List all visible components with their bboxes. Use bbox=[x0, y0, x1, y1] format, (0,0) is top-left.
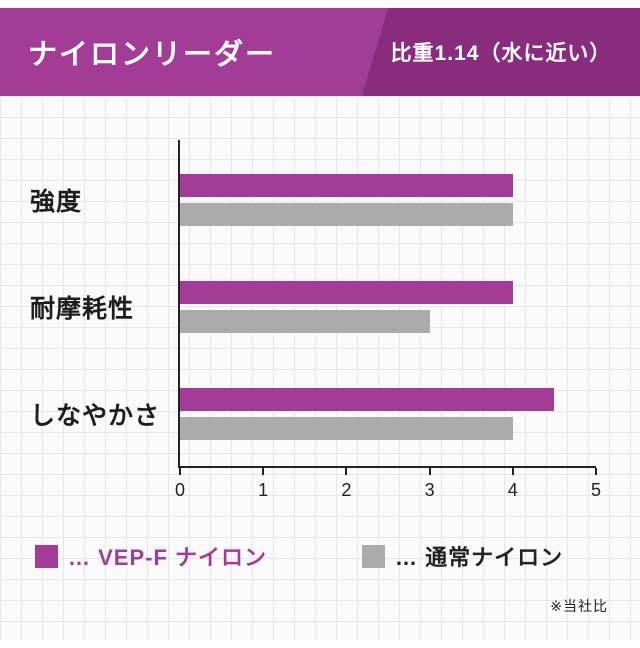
x-axis-tickmark bbox=[345, 468, 348, 475]
chart-row: しなやかさ bbox=[30, 388, 608, 441]
legend-item: … 通常ナイロン bbox=[362, 540, 563, 572]
x-axis-tick-label: 5 bbox=[590, 480, 602, 500]
legend-item: … VEP-F ナイロン bbox=[35, 540, 267, 572]
category-label: 強度 bbox=[30, 187, 83, 216]
legend-label: … VEP-F ナイロン bbox=[68, 545, 268, 570]
legend-swatch bbox=[35, 544, 58, 568]
x-axis-tickmark bbox=[179, 468, 181, 475]
x-axis-tickmark bbox=[595, 468, 597, 475]
plot-area: 強度耐摩耗性しなやかさ bbox=[30, 140, 608, 468]
chart-row: 強度 bbox=[30, 173, 608, 226]
category-label: 耐摩耗性 bbox=[30, 294, 135, 323]
legend: … VEP-F ナイロン … 通常ナイロン bbox=[35, 540, 640, 572]
header-banner: ナイロンリーダー 比重1.14（水に近い） bbox=[0, 8, 640, 96]
x-axis-tick-label: 3 bbox=[424, 480, 435, 500]
x-axis-tickmark bbox=[428, 468, 431, 475]
spec-badge-label: 比重1.14（水に近い） bbox=[390, 42, 612, 65]
bar-group bbox=[180, 388, 596, 441]
spec-badge: 比重1.14（水に近い） bbox=[362, 8, 640, 96]
category-label: しなやかさ bbox=[30, 402, 161, 431]
bar-normal-nylon bbox=[180, 309, 430, 333]
x-axis-tick-label: 4 bbox=[507, 480, 518, 500]
bar-vepf-nylon bbox=[180, 173, 513, 197]
x-axis-tickmark bbox=[262, 468, 265, 475]
page-title: ナイロンリーダー bbox=[28, 39, 277, 71]
x-axis-tick-label: 1 bbox=[258, 480, 269, 500]
y-axis-line bbox=[178, 140, 180, 468]
legend-label: … 通常ナイロン bbox=[395, 545, 564, 570]
bar-group bbox=[180, 280, 596, 333]
bar-normal-nylon bbox=[180, 417, 513, 441]
x-axis-tick-label: 0 bbox=[174, 480, 186, 500]
bar-vepf-nylon bbox=[180, 388, 555, 412]
legend-swatch bbox=[362, 544, 386, 568]
bar-normal-nylon bbox=[180, 202, 513, 226]
x-axis-tickmark bbox=[511, 468, 514, 475]
chart-rows: 強度耐摩耗性しなやかさ bbox=[30, 146, 608, 468]
x-axis-ticks: 0 1 2 3 4 5 bbox=[175, 468, 601, 510]
bar-vepf-nylon bbox=[180, 280, 513, 304]
bar-chart: 強度耐摩耗性しなやかさ 0 1 2 3 4 5 bbox=[30, 96, 608, 510]
chart-row: 耐摩耗性 bbox=[30, 280, 608, 333]
footnote: ※当社比 bbox=[550, 598, 608, 614]
bar-group bbox=[180, 173, 596, 226]
x-axis-tick-label: 2 bbox=[341, 480, 352, 500]
x-axis-line bbox=[178, 466, 596, 468]
